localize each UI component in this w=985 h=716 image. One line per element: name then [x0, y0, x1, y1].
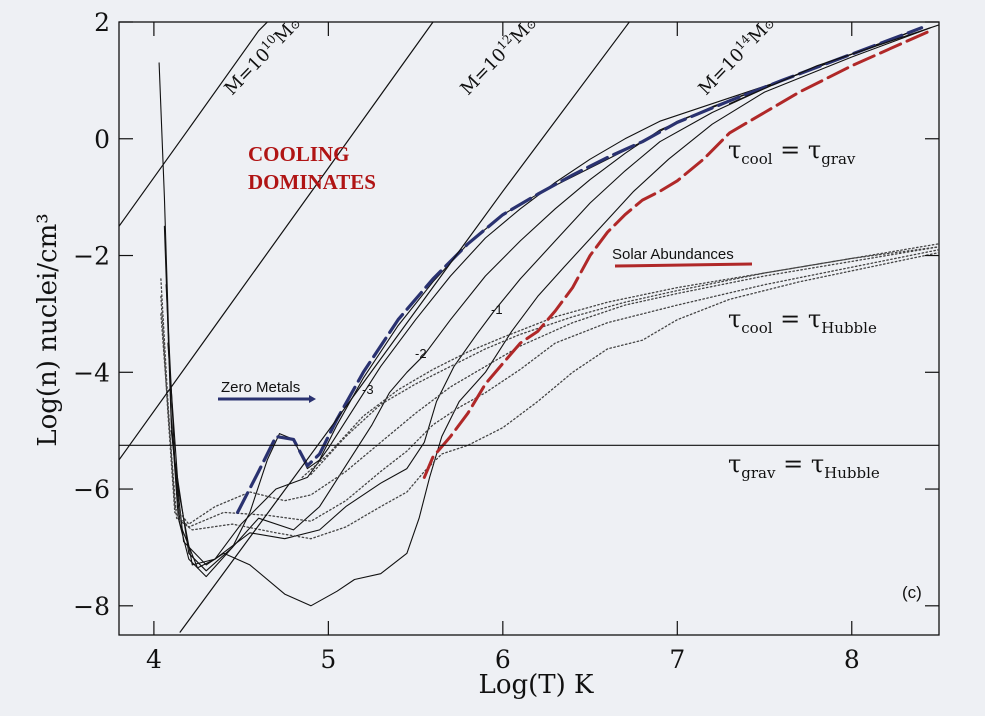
svg-text:M=1010M⊙: M=1010M⊙	[219, 11, 305, 99]
cooling-curve	[167, 27, 923, 566]
mass-label-10: M=1010M⊙	[219, 11, 305, 99]
cooling-curve-dotted	[310, 246, 939, 476]
cooling-curve	[165, 27, 923, 572]
zero-metals-label: Zero Metals	[221, 379, 300, 396]
y-axis-title: Log(n) nuclei/cm³	[33, 213, 63, 446]
cooling-curve-dotted	[160, 251, 939, 540]
y-tick-label: −8	[73, 592, 110, 621]
series-layer	[119, 22, 939, 633]
cooling-label-line1: COOLING	[248, 142, 350, 166]
y-tick-label: 0	[94, 125, 110, 154]
metal-label-minus2: -2	[415, 346, 427, 361]
mass-label-12: M=1012M⊙	[455, 11, 541, 99]
cooling-curve	[163, 27, 923, 569]
reference-line	[119, 22, 434, 461]
y-tick-label: −4	[73, 358, 110, 387]
solar-legend-line	[614, 262, 753, 268]
plot-frame	[118, 21, 940, 636]
cooling-label-line2: DOMINATES	[248, 170, 376, 194]
cooling-curve	[170, 27, 931, 607]
solar-abundances-curve	[422, 29, 932, 479]
cooling-curve-dotted	[160, 249, 939, 528]
tau-grav-hubble-label: τgrav = τHubble	[728, 450, 880, 482]
x-tick-label: 4	[146, 645, 162, 674]
tick-layer: 4 5 6 7 8 2 0 −2 −4 −6 −8	[73, 8, 939, 674]
y-tick-label: 2	[94, 8, 110, 37]
x-tick-label: 6	[495, 645, 511, 674]
x-tick-label: 5	[320, 645, 336, 674]
cooling-curve-dotted	[160, 246, 939, 525]
reference-line	[729, 24, 939, 105]
x-axis-title: Log(T) K	[479, 670, 594, 700]
zero-metals-arrowhead	[309, 395, 316, 403]
zero-metals-curve	[236, 26, 924, 514]
svg-text:M=1012M⊙: M=1012M⊙	[455, 11, 541, 99]
tau-cool-grav-label: τcool = τgrav	[728, 136, 856, 168]
y-tick-label: −2	[73, 242, 110, 271]
x-tick-label: 7	[669, 645, 685, 674]
panel-label: (c)	[902, 583, 922, 602]
cooling-curve	[158, 27, 923, 578]
solar-abundances-label: Solar Abundances	[612, 246, 734, 263]
metal-label-minus3: -3	[362, 382, 374, 397]
x-tick-label: 8	[844, 645, 860, 674]
reference-line	[119, 22, 269, 227]
metal-label-minus1: -1	[491, 302, 503, 317]
y-tick-label: −6	[73, 475, 110, 504]
cooling-curve-dotted	[301, 243, 939, 479]
reference-line	[179, 22, 631, 633]
tau-cool-hubble-label: τcool = τHubble	[728, 305, 877, 337]
